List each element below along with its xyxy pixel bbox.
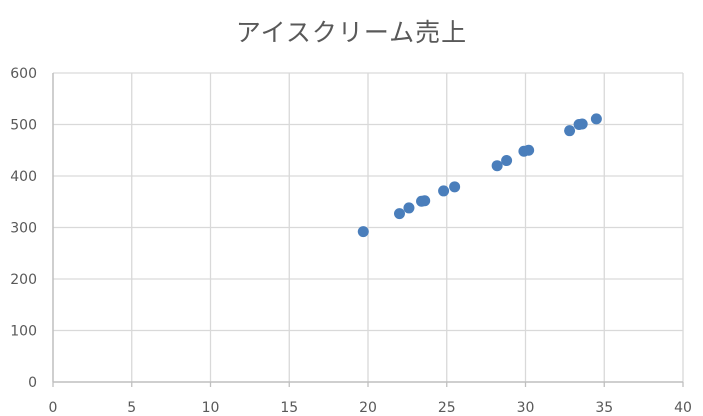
y-tick-label: 200 <box>10 272 37 288</box>
y-tick-label: 0 <box>28 375 37 391</box>
data-point <box>394 208 405 220</box>
data-point <box>501 155 513 167</box>
data-point <box>564 125 576 137</box>
x-tick-label: 25 <box>438 400 456 416</box>
y-tick-label: 100 <box>10 324 37 340</box>
y-tick-label: 600 <box>10 66 37 82</box>
x-tick-label: 0 <box>49 400 58 416</box>
data-point <box>590 113 602 125</box>
x-tick-label: 10 <box>202 400 220 416</box>
y-tick-label: 300 <box>10 221 37 237</box>
x-tick-label: 15 <box>280 400 298 416</box>
x-tick-label: 20 <box>359 400 377 416</box>
y-tick-label: 500 <box>10 118 37 134</box>
data-point <box>419 195 431 207</box>
chart-title: アイスクリーム売上 <box>235 18 468 47</box>
data-point <box>403 202 415 214</box>
data-point <box>523 144 535 156</box>
x-tick-label: 5 <box>127 400 136 416</box>
data-point <box>491 160 503 172</box>
x-tick-label: 30 <box>517 400 535 416</box>
y-tick-label: 400 <box>10 169 37 185</box>
data-point <box>449 181 461 193</box>
data-point <box>357 226 369 238</box>
data-point <box>576 118 588 130</box>
x-tick-label: 40 <box>674 400 692 416</box>
data-point <box>438 185 450 197</box>
x-tick-label: 35 <box>595 400 613 416</box>
